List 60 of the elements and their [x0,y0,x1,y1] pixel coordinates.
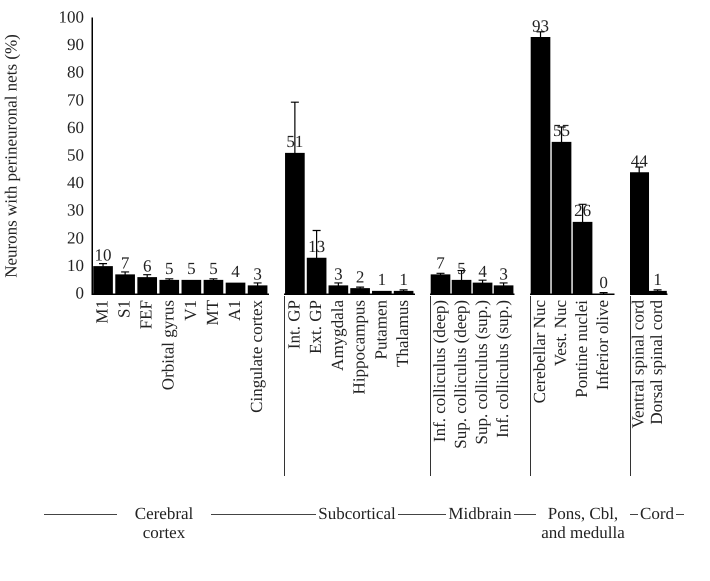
data-label: 4 [231,262,240,281]
data-label: 5 [187,259,196,278]
data-label: 4 [478,262,488,281]
x-tick-label: Sup. colliculus (sup.) [472,300,492,444]
data-label: 0 [599,272,608,292]
data-label: 3 [253,264,262,284]
x-tick-label: V1 [180,300,200,321]
data-label: 2 [356,267,364,286]
x-tick-label: M1 [92,300,112,324]
x-tick-label: Dorsal spinal cord [647,300,666,425]
data-label: 3 [334,264,343,284]
x-tick-label: Sup. colliculus (deep) [451,300,470,449]
data-label: 5 [165,259,174,278]
x-tick-label: Putamen [371,300,390,360]
y-tick-label: 30 [67,200,84,220]
x-tick-label: Hippocampus [350,300,369,394]
x-tick-label: Thalamus [393,300,412,368]
x-axis-title: Pons, Cbl, and medulla [540,504,626,542]
x-tick-label: Orbital gyrus [158,300,178,390]
x-axis-title: Midbrain [447,504,513,523]
x-tick-label: Vest. Nuc [551,300,570,366]
data-label: 1 [378,270,386,290]
y-tick-label: 100 [58,7,84,26]
x-axis-title: Cord [639,504,675,523]
x-tick-label: Cerebellar Nuc [530,300,549,404]
x-tick-label: Inf. colliculus (sup.) [493,300,512,438]
x-tick-label: A1 [224,300,244,321]
data-label: 93 [532,16,550,36]
x-tick-label: S1 [114,300,134,318]
data-label: 5 [209,259,218,278]
y-axis-title: Neurons with perineuronal nets (%) [2,34,21,278]
data-label: 1 [399,270,408,290]
data-label: 1 [653,270,662,290]
data-label: 6 [142,256,152,276]
x-axis-title: Cerebral cortex [134,504,194,542]
x-tick-label: Pontine nuclei [572,300,592,398]
data-label: 44 [630,152,648,171]
x-tick-label: Ext. GP [306,300,326,354]
x-tick-label: Amygdala [328,300,347,371]
data-label: 10 [94,245,112,264]
data-label: 3 [499,264,508,284]
y-tick-label: 20 [67,228,84,248]
x-tick-label: Ventral spinal cord [628,300,648,428]
x-tick-label: FEF [136,300,156,330]
y-tick-label: 60 [67,118,84,137]
x-tick-label: Int. GP [284,300,304,350]
y-tick-label: 40 [67,173,84,192]
y-tick-label: 50 [67,145,84,164]
x-tick-label: Inferior olive [593,300,612,390]
x-axis-title: Subcortical [317,504,397,523]
data-label: 7 [120,254,130,273]
x-tick-label: MT [202,299,222,326]
y-tick-label: 90 [67,35,84,54]
y-tick-label: 10 [67,256,84,275]
x-tick-label: Inf. colliculus (deep) [430,300,449,442]
y-tick-label: 70 [67,90,84,110]
x-tick-label: Cingulate cortex [247,300,266,413]
y-tick-label: 0 [76,283,84,302]
y-tick-label: 80 [67,62,84,82]
data-label: 7 [436,254,446,273]
